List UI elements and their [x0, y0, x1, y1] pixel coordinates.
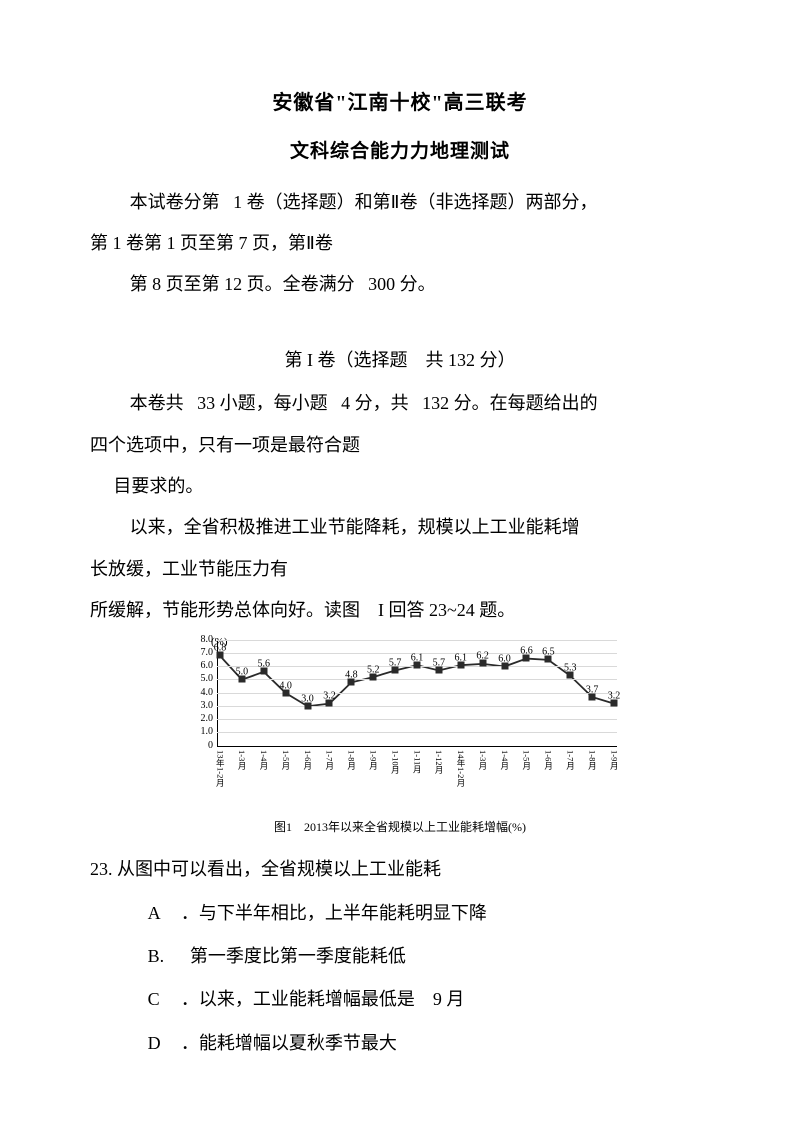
- x-tick-label: 1-8月: [347, 750, 356, 796]
- x-tick-label: 14年1-2月: [457, 750, 466, 796]
- option-text-c: ．以来，工业能耗增幅最低是: [181, 989, 415, 1009]
- text-run: 33 小题，每小题: [197, 393, 328, 413]
- data-label: 6.0: [498, 655, 511, 665]
- data-label: 5.7: [389, 659, 402, 669]
- data-label: 6.2: [476, 652, 489, 662]
- grid-line: [217, 640, 617, 641]
- data-label: 5.2: [367, 665, 380, 675]
- option-b: B. 第一季度比第一季度能耗低: [90, 936, 710, 977]
- grid-line: [217, 693, 617, 694]
- passage-line-3: 所缓解，节能形势总体向好。读图 I 回答 23~24 题。: [90, 590, 710, 631]
- data-label: 5.0: [236, 668, 249, 678]
- chart-plot-area: (%) 8.07.06.05.04.03.02.01.006.813年1-2月5…: [175, 636, 625, 766]
- option-d: D ．能耗增幅以夏秋季节最大: [90, 1023, 710, 1064]
- intro-line-3: 第 8 页至第 12 页。全卷满分 300 分。: [90, 264, 710, 305]
- text-run: 本试卷分第: [130, 192, 220, 212]
- y-tick-label: 2.0: [187, 714, 213, 724]
- data-label: 6.1: [455, 653, 468, 663]
- section-heading: 第 I 卷（选择题 共 132 分）: [90, 340, 710, 381]
- text-run: 第 I 卷（选择题: [285, 350, 408, 370]
- option-a: A ．与下半年相比，上半年能耗明显下降: [90, 893, 710, 934]
- data-label: 3.2: [608, 692, 621, 702]
- option-letter-b: B.: [148, 936, 177, 977]
- option-letter-c: C: [148, 979, 177, 1020]
- x-tick-label: 1-3月: [238, 750, 247, 796]
- x-tick-label: 13年1-2月: [216, 750, 225, 796]
- chart-line-svg: [175, 636, 625, 766]
- text-run: 132 分。在每题给出的: [422, 393, 598, 413]
- x-tick-label: 1-3月: [478, 750, 487, 796]
- x-tick-label: 1-7月: [566, 750, 575, 796]
- x-tick-label: 1-6月: [303, 750, 312, 796]
- text-run: 所缓解，节能形势总体向好。读图: [90, 600, 360, 620]
- data-label: 3.7: [586, 685, 599, 695]
- option-text-b: 第一季度比第一季度能耗低: [190, 946, 406, 966]
- x-tick-label: 1-7月: [325, 750, 334, 796]
- grid-line: [217, 719, 617, 720]
- x-tick-label: 1-6月: [544, 750, 553, 796]
- grid-line: [217, 732, 617, 733]
- section-desc-1: 本卷共 33 小题，每小题 4 分，共 132 分。在每题给出的: [90, 383, 710, 424]
- x-tick-label: 1-4月: [500, 750, 509, 796]
- chart-figure: (%) 8.07.06.05.04.03.02.01.006.813年1-2月5…: [175, 636, 625, 842]
- x-tick-label: 1-5月: [522, 750, 531, 796]
- text-run: I 回答 23~24 题。: [378, 600, 515, 620]
- y-tick-label: 6.0: [187, 661, 213, 671]
- spacer: [90, 306, 710, 326]
- doc-title-1: 安徽省"江南十校"高三联考: [90, 80, 710, 126]
- data-label: 4.8: [345, 670, 358, 680]
- text-run: 第 8 页至第 12 页。全卷满分: [130, 274, 355, 294]
- y-tick-label: 4.0: [187, 688, 213, 698]
- intro-line-1: 本试卷分第 1 卷（选择题）和第Ⅱ卷（非选择题）两部分，: [90, 182, 710, 223]
- option-letter-a: A: [148, 893, 177, 934]
- doc-title-2: 文科综合能力力地理测试: [90, 130, 710, 174]
- data-label: 6.5: [542, 648, 555, 658]
- data-label: 5.6: [258, 660, 271, 670]
- x-tick-label: 1-10月: [391, 750, 400, 796]
- option-text-d: ．能耗增幅以夏秋季节最大: [181, 1033, 397, 1053]
- question-number: 23.: [90, 859, 113, 879]
- x-tick-label: 1-11月: [413, 750, 422, 796]
- data-label: 5.7: [433, 659, 446, 669]
- y-tick-label: 7.0: [187, 648, 213, 658]
- data-label: 4.0: [279, 681, 292, 691]
- x-tick-label: 1-12月: [435, 750, 444, 796]
- option-letter-d: D: [148, 1023, 177, 1064]
- text-run: 300 分。: [368, 274, 436, 294]
- x-tick-label: 1-8月: [588, 750, 597, 796]
- data-label: 6.6: [520, 647, 533, 657]
- data-label: 3.2: [323, 692, 336, 702]
- text-run: 1 卷（选择题）和第Ⅱ卷（非选择题）两部分，: [233, 192, 597, 212]
- option-c: C ．以来，工业能耗增幅最低是 9 月: [90, 979, 710, 1020]
- data-label: 6.8: [214, 644, 227, 654]
- passage-line-2: 长放缓，工业节能压力有: [90, 549, 710, 590]
- data-label: 3.0: [301, 694, 314, 704]
- x-tick-label: 1-5月: [281, 750, 290, 796]
- section-desc-3: 目要求的。: [90, 466, 710, 507]
- text-run: 4 分，共: [341, 393, 409, 413]
- y-tick-label: 5.0: [187, 674, 213, 684]
- x-tick-label: 1-9月: [610, 750, 619, 796]
- intro-line-2: 第 1 卷第 1 页至第 7 页，第Ⅱ卷: [90, 223, 710, 264]
- option-text-c-tail: 9 月: [433, 989, 465, 1009]
- section-desc-2: 四个选项中，只有一项是最符合题: [90, 425, 710, 466]
- option-text-a: ．与下半年相比，上半年能耗明显下降: [181, 903, 487, 923]
- data-label: 6.1: [411, 653, 424, 663]
- x-tick-label: 1-4月: [260, 750, 269, 796]
- grid-line: [217, 706, 617, 707]
- grid-line: [217, 679, 617, 680]
- text-run: 本卷共: [130, 393, 184, 413]
- question-stem: 从图中可以看出，全省规模以上工业能耗: [117, 859, 441, 879]
- data-label: 5.3: [564, 664, 577, 674]
- text-run: 共 132 分）: [426, 350, 516, 370]
- y-tick-label: 0: [187, 741, 213, 751]
- chart-caption: 图1 2013年以来全省规模以上工业能耗增幅(%): [175, 814, 625, 842]
- x-tick-label: 1-9月: [369, 750, 378, 796]
- y-tick-label: 3.0: [187, 701, 213, 711]
- y-tick-label: 8.0: [187, 635, 213, 645]
- question-23: 23. 从图中可以看出，全省规模以上工业能耗: [90, 849, 710, 890]
- y-tick-label: 1.0: [187, 727, 213, 737]
- passage-line-1: 以来，全省积极推进工业节能降耗，规模以上工业能耗增: [90, 507, 710, 548]
